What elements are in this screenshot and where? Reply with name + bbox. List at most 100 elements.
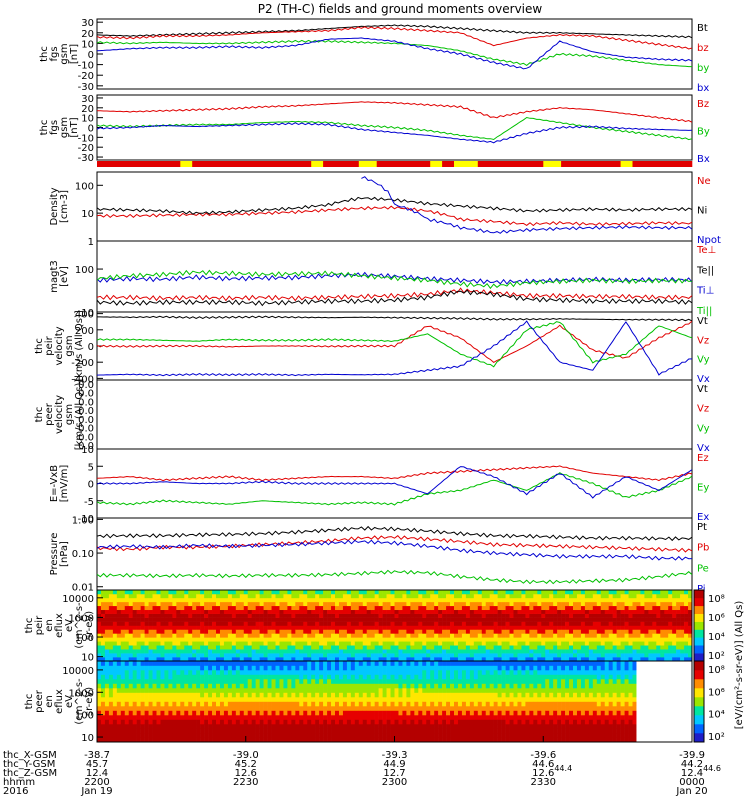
heatmap-cell — [259, 719, 264, 725]
heatmap-cell — [362, 724, 368, 729]
heatmap-cell — [342, 605, 348, 611]
heatmap-cell — [188, 724, 193, 729]
heatmap-cell — [624, 629, 629, 634]
heatmap-cell — [549, 719, 554, 725]
heatmap-cell — [477, 715, 483, 720]
heatmap-cell — [180, 692, 185, 698]
heatmap-cell — [457, 645, 463, 650]
heatmap-cell — [576, 657, 582, 662]
heatmap-cell — [640, 621, 645, 626]
heatmap-cell — [477, 670, 483, 675]
heatmap-cell — [394, 737, 399, 743]
heatmap-cell — [636, 617, 641, 622]
heatmap-cell — [446, 590, 451, 595]
heatmap-cell — [525, 633, 530, 638]
heatmap-cell — [469, 613, 475, 618]
heatmap-cell — [350, 710, 356, 716]
heatmap-cell — [331, 625, 336, 630]
heatmap-cell — [342, 688, 348, 693]
heatmap-cell — [632, 613, 637, 618]
heatmap-cell — [457, 633, 463, 638]
heatmap-cell — [283, 706, 288, 711]
heatmap-cell — [469, 670, 475, 675]
heatmap-cell — [386, 733, 391, 738]
heatmap-cell — [366, 728, 371, 734]
heatmap-cell — [481, 661, 487, 666]
heatmap-cell — [176, 661, 181, 666]
heatmap-cell — [402, 692, 407, 698]
heatmap-cell — [354, 665, 360, 671]
heatmap-cell — [541, 621, 546, 626]
heatmap-cell — [283, 625, 288, 630]
heatmap-cell — [612, 621, 617, 626]
heatmap-cell — [342, 649, 348, 654]
heatmap-cell — [394, 692, 399, 698]
heatmap-cell — [192, 737, 197, 743]
heatmap-cell — [640, 633, 645, 638]
heatmap-cell — [418, 661, 423, 666]
heatmap-cell — [454, 706, 459, 711]
heatmap-cell — [438, 649, 443, 654]
heatmap-cell — [267, 641, 272, 646]
heatmap-cell — [521, 706, 526, 711]
heatmap-cell — [239, 621, 245, 626]
heatmap-cell — [346, 737, 352, 743]
heatmap-cell — [469, 679, 475, 684]
heatmap-cell — [227, 692, 233, 698]
heatmap-cell — [100, 629, 106, 634]
heatmap-cell — [267, 590, 272, 595]
heatmap-cell — [362, 590, 368, 595]
heatmap-cell — [521, 692, 526, 698]
heatmap-cell — [680, 649, 685, 654]
heatmap-cell — [461, 590, 467, 595]
heatmap-cell — [315, 679, 320, 684]
heatmap-cell — [537, 674, 542, 680]
heatmap-cell — [338, 629, 344, 634]
heatmap-cell — [200, 670, 205, 675]
heatmap-cell — [410, 737, 415, 743]
heatmap-cell — [446, 613, 451, 618]
heatmap-cell — [140, 710, 145, 716]
heatmap-cell — [295, 683, 300, 689]
heatmap-cell — [124, 724, 130, 729]
heatmap-cell — [327, 665, 332, 671]
heatmap-cell — [295, 688, 300, 693]
heatmap-cell — [97, 679, 102, 684]
heatmap-cell — [180, 728, 185, 734]
heatmap-cell — [303, 683, 308, 689]
heatmap-cell — [132, 629, 137, 634]
heatmap-cell — [426, 657, 431, 662]
heatmap-cell — [573, 617, 578, 622]
heatmap-cell — [263, 629, 268, 634]
heatmap-cell — [208, 657, 213, 662]
heatmap-cell — [664, 625, 669, 630]
heatmap-cell — [346, 692, 352, 698]
heatmap-cell — [164, 719, 169, 725]
heatmap-cell — [116, 597, 122, 603]
heatmap-cell — [176, 601, 181, 607]
heatmap-cell — [350, 617, 356, 622]
heatmap-cell — [477, 621, 483, 626]
heatmap-cell — [97, 621, 102, 626]
heatmap-cell — [235, 649, 241, 654]
heatmap-cell — [465, 641, 471, 646]
heatmap-cell — [112, 629, 118, 634]
heatmap-cell — [477, 737, 483, 743]
heatmap-cell — [430, 715, 435, 720]
heatmap-cell — [323, 665, 328, 671]
heatmap-cell — [525, 657, 530, 662]
heatmap-cell — [180, 605, 185, 611]
heatmap-cell — [346, 683, 352, 689]
heatmap-cell — [239, 661, 245, 666]
heatmap-cell — [287, 629, 292, 634]
heatmap-cell — [438, 733, 443, 738]
heatmap-cell — [164, 625, 169, 630]
heatmap-cell — [303, 697, 308, 702]
heatmap-cell — [374, 617, 379, 622]
heatmap-cell — [323, 653, 328, 658]
heatmap-cell — [100, 590, 106, 595]
y-axis-label: thc fgs gsm [nT] — [39, 43, 80, 64]
heatmap-cell — [124, 609, 130, 614]
heatmap-cell — [100, 710, 106, 716]
heatmap-cell — [192, 733, 197, 738]
